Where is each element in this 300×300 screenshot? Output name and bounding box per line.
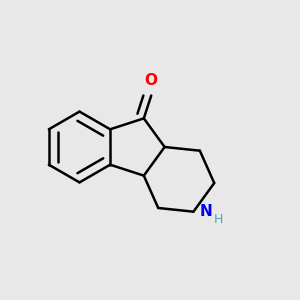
Text: N: N xyxy=(200,204,213,219)
Text: O: O xyxy=(145,73,158,88)
Text: H: H xyxy=(214,213,223,226)
